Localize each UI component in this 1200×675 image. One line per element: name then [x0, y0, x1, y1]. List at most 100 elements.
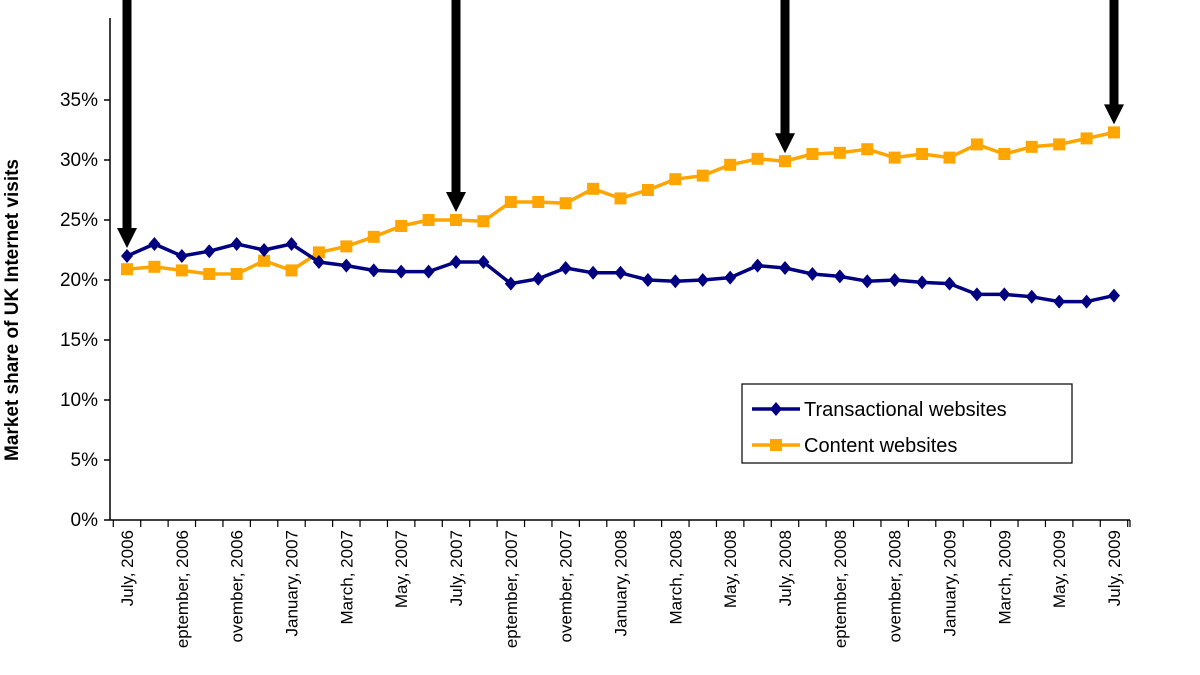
- y-tick-label: 15%: [60, 330, 98, 351]
- transactional-point: [285, 237, 298, 251]
- content-point: [1053, 138, 1066, 151]
- arrow-shaft: [451, 0, 461, 194]
- content-point: [806, 148, 819, 160]
- transactional-point: [367, 263, 380, 278]
- transactional-point: [641, 273, 654, 287]
- content-point: [477, 215, 490, 228]
- transactional-point: [970, 287, 983, 302]
- legend-label: Transactional websites: [804, 399, 1007, 421]
- transactional-point: [861, 274, 874, 289]
- content-point: [724, 158, 737, 171]
- content-point: [312, 246, 325, 259]
- transactional-point: [504, 276, 517, 291]
- transactional-point: [916, 275, 929, 290]
- y-axis-label: Market share of UK Internet visits: [2, 159, 23, 461]
- transactional-point: [1053, 294, 1066, 309]
- content-point: [669, 173, 682, 186]
- transactional-point: [477, 255, 490, 269]
- arrow-layer: [117, 0, 1124, 248]
- arrow-head: [1104, 104, 1124, 125]
- transactional-point: [1108, 288, 1120, 303]
- legend-item: Transactional websites: [752, 399, 1007, 421]
- y-tick-label: 30%: [60, 150, 98, 171]
- legend: Transactional websites Content websites: [741, 383, 1073, 464]
- content-point: [970, 138, 983, 151]
- arrow-head: [117, 228, 137, 248]
- x-tick-label: July, 2008: [776, 530, 795, 606]
- transactional-point: [998, 287, 1011, 302]
- transactional-point: [450, 255, 462, 269]
- x-tick-label: July, 2006: [118, 530, 137, 606]
- arrow-head: [775, 133, 795, 154]
- transactional-point: [1025, 289, 1038, 304]
- content-point: [1080, 132, 1093, 145]
- y-tick-label: 5%: [71, 450, 99, 471]
- annotation-arrow: [117, 0, 137, 248]
- x-tick-label: July, 2007: [447, 530, 466, 606]
- y-tick-label: 10%: [60, 390, 98, 411]
- transactional-point: [888, 273, 901, 287]
- annotation-arrow: [446, 0, 466, 212]
- transactional-point: [148, 237, 161, 251]
- transactional-point: [175, 249, 188, 263]
- x-tick-label: January, 2007: [283, 530, 302, 636]
- content-point: [175, 264, 188, 277]
- x-tick-label: March, 2007: [337, 530, 356, 625]
- content-point: [1025, 140, 1038, 153]
- transactional-point: [532, 271, 545, 286]
- y-tick-label: 25%: [60, 210, 98, 231]
- content-point: [395, 220, 408, 232]
- content-point: [916, 148, 929, 160]
- y-tick-label: 20%: [60, 270, 98, 291]
- transactional-point: [696, 273, 709, 287]
- content-point: [614, 192, 627, 205]
- x-tick-label: ovember, 2007: [557, 530, 576, 642]
- content-point: [861, 143, 874, 156]
- legend-box: [741, 383, 1073, 464]
- transactional-point: [422, 264, 435, 279]
- legend-item: Content websites: [752, 435, 957, 457]
- content-point: [340, 240, 353, 253]
- transactional-point: [203, 244, 216, 259]
- x-axis: July, 2006 eptember, 2006 ovember, 2006 Jan…: [110, 519, 1131, 648]
- arrow-head: [446, 192, 466, 212]
- transactional-point: [340, 258, 353, 273]
- transactional-point: [121, 249, 133, 263]
- x-tick-label: eptember, 2007: [502, 530, 521, 648]
- x-tick-label: March, 2009: [995, 530, 1014, 625]
- content-point: [779, 155, 791, 168]
- transactional-point: [751, 258, 764, 273]
- content-point: [148, 260, 161, 273]
- content-point: [559, 197, 572, 210]
- transactional-point: [806, 267, 819, 281]
- content-point: [258, 254, 271, 267]
- x-tick-label: July, 2009: [1105, 530, 1124, 606]
- legend-label: Content websites: [804, 435, 957, 457]
- x-tick-label: eptember, 2008: [831, 530, 850, 648]
- x-tick-label: January, 2009: [941, 530, 960, 636]
- x-tick-label: May, 2008: [721, 530, 740, 608]
- transactional-point: [943, 276, 956, 291]
- transactional-point: [587, 265, 600, 280]
- y-tick-label: 0%: [71, 510, 99, 531]
- content-point: [230, 268, 243, 280]
- transactional-point: [312, 255, 325, 269]
- content-point: [532, 196, 545, 208]
- y-axis: 0% 5% 10% 15% 20% 25% 30% 35%: [60, 18, 111, 531]
- x-tick-label: eptember, 2006: [173, 530, 192, 648]
- transactional-point: [779, 261, 791, 275]
- x-tick-label: May, 2007: [392, 530, 411, 608]
- transactional-point: [1080, 294, 1093, 309]
- y-tick-label: 35%: [60, 90, 98, 111]
- content-point: [450, 214, 462, 226]
- annotation-arrow: [775, 0, 795, 154]
- legend-swatch-marker: [770, 439, 782, 451]
- content-point: [998, 148, 1011, 160]
- content-point: [203, 268, 216, 280]
- transactional-point: [724, 270, 737, 285]
- arrow-shaft: [122, 0, 132, 230]
- transactional-point: [258, 243, 271, 257]
- transactional-point: [833, 269, 846, 284]
- x-tick-label: ovember, 2008: [886, 530, 905, 642]
- x-tick-label: ovember, 2006: [228, 530, 247, 642]
